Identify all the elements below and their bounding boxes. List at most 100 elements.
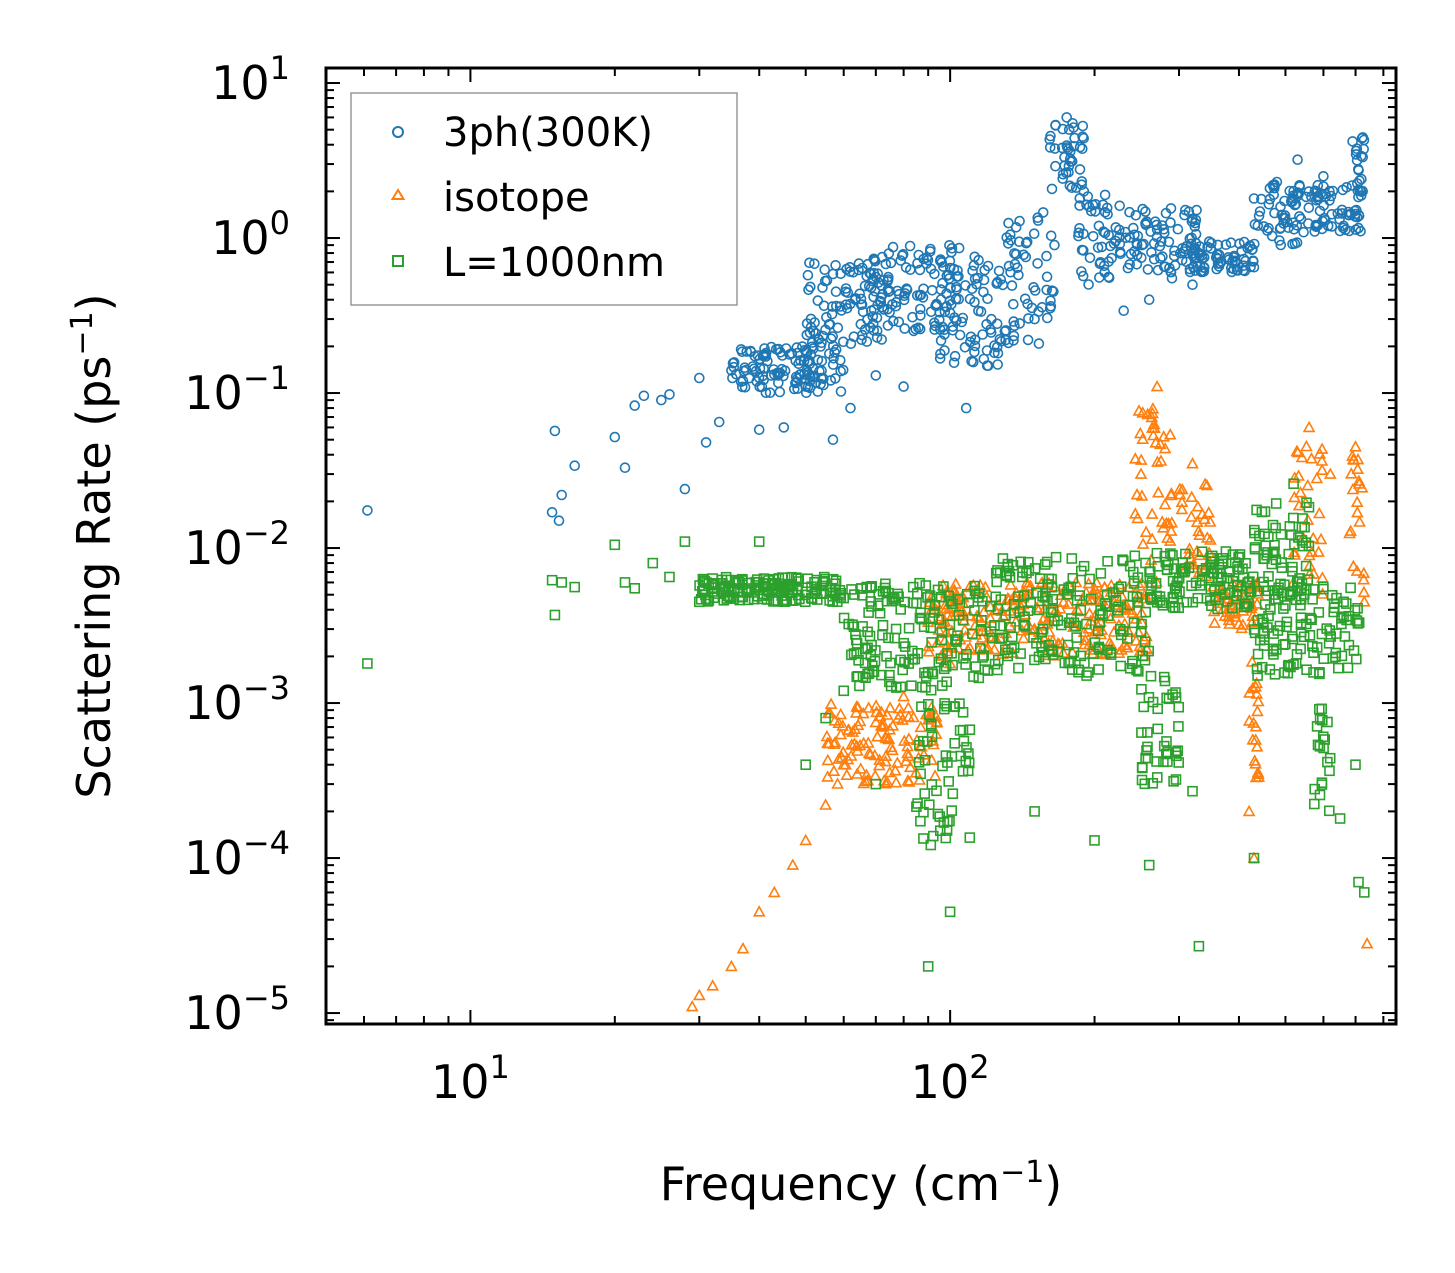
series-3ph-point-201 <box>805 321 817 333</box>
series-3ph-point-283 <box>882 271 894 283</box>
series-isotope-point-220 <box>932 623 946 635</box>
series-boundary-point-871 <box>1352 602 1363 614</box>
series-3ph-point-489 <box>1114 200 1125 212</box>
series-isotope-point-314 <box>1052 637 1066 650</box>
series-boundary-point-759 <box>1270 522 1281 534</box>
series-boundary-point-733 <box>1270 498 1282 509</box>
series-isotope-point-561 <box>1346 482 1360 495</box>
series-3ph-point-422 <box>1009 320 1020 332</box>
series-boundary-point-364 <box>914 739 925 751</box>
series-3ph-point-208 <box>845 338 857 350</box>
series-boundary-point-527 <box>1005 622 1016 633</box>
series-boundary-point-682 <box>1196 546 1208 558</box>
series-boundary-point-905 <box>629 582 641 594</box>
series-3ph-point-313 <box>946 247 957 258</box>
series-boundary-point-307 <box>916 613 927 625</box>
y-tick-label-6: 10−5 <box>184 979 290 1040</box>
series-boundary-point-226 <box>898 637 910 649</box>
series-isotope-point-556 <box>1352 474 1366 486</box>
series-boundary-point-913 <box>800 759 812 771</box>
series-boundary-point-276 <box>888 593 900 604</box>
series-boundary-point-822 <box>1338 611 1349 623</box>
series-3ph-point-431 <box>1014 318 1026 329</box>
series-3ph-point-348 <box>978 274 990 286</box>
series-boundary-point-882 <box>1314 789 1326 801</box>
series-boundary-point-658 <box>1231 585 1243 597</box>
series-3ph-point-344 <box>986 313 997 325</box>
series-boundary-point-532 <box>1037 646 1048 658</box>
series-3ph-point-31 <box>800 387 812 399</box>
series-3ph-point-53 <box>776 350 788 361</box>
series-3ph-point-117 <box>788 383 800 395</box>
series-boundary-point-536 <box>1139 654 1151 666</box>
series-3ph-point-476 <box>1049 143 1061 154</box>
series-3ph-point-306 <box>917 292 929 303</box>
series-isotope-point-591 <box>1360 937 1374 949</box>
series-boundary-point-461 <box>984 601 996 612</box>
series-isotope-point-101 <box>871 730 884 742</box>
series-boundary-point-332 <box>911 801 922 813</box>
series-3ph-point-862 <box>1292 154 1303 165</box>
series-isotope-point-85 <box>883 701 897 713</box>
series-boundary-point-309 <box>960 659 971 670</box>
series-isotope-point-390 <box>1145 410 1159 423</box>
series-boundary-point-923 <box>1193 940 1205 952</box>
series-boundary-point-353 <box>926 731 938 743</box>
series-3ph-point-668 <box>1225 237 1237 248</box>
series-isotope-point-544 <box>1303 548 1316 561</box>
series-boundary-point-476 <box>1063 617 1075 629</box>
series-3ph-point-848 <box>999 326 1011 337</box>
series-isotope-point-539 <box>1300 439 1313 452</box>
series-3ph-point-613 <box>1132 230 1144 242</box>
series-boundary-point-577 <box>1170 774 1182 785</box>
series-3ph-point-494 <box>1102 209 1113 220</box>
series-boundary-point-212 <box>906 680 917 692</box>
series-boundary-point-420 <box>1092 625 1104 637</box>
series-3ph-point-264 <box>939 306 951 318</box>
series-3ph-point-232 <box>926 284 938 296</box>
series-3ph-point-647 <box>1220 239 1232 250</box>
series-isotope-point-48 <box>860 768 873 780</box>
series-3ph-point-317 <box>915 289 927 301</box>
series-isotope-point-56 <box>888 764 902 776</box>
series-boundary-point-153 <box>799 589 811 601</box>
series-boundary-point-840 <box>1290 657 1302 669</box>
series-isotope-point-560 <box>1351 452 1365 465</box>
series-boundary-point-233 <box>890 623 902 635</box>
series-3ph-point-828 <box>619 462 631 474</box>
series-isotope-point-182 <box>963 641 977 653</box>
series-isotope-point-582 <box>1150 379 1164 392</box>
series-3ph-point-342 <box>948 357 960 369</box>
series-boundary-point-539 <box>1078 560 1090 572</box>
series-boundary-point-676 <box>1167 575 1179 587</box>
series-boundary-point-491 <box>1036 640 1047 652</box>
series-isotope-point-405 <box>1160 516 1173 529</box>
series-boundary-point-83 <box>790 595 802 606</box>
series-isotope-point-344 <box>1112 646 1126 658</box>
series-boundary-point-173 <box>969 605 980 616</box>
series-boundary-point-897 <box>1324 765 1335 777</box>
series-boundary-point-282 <box>947 659 958 671</box>
series-boundary-point-605 <box>1197 564 1208 576</box>
series-boundary-point-269 <box>918 621 930 633</box>
series-boundary-point-378 <box>1047 604 1059 616</box>
series-3ph-point-495 <box>1099 227 1111 239</box>
series-3ph-point-585 <box>1142 264 1154 275</box>
series-isotope-point-330 <box>1004 578 1018 590</box>
series-isotope-point-564 <box>1350 495 1364 507</box>
series-3ph-point-320 <box>876 280 887 291</box>
series-3ph-point-403 <box>1023 313 1034 324</box>
series-isotope-point-209 <box>1062 597 1075 609</box>
series-boundary-point-801 <box>1313 607 1325 618</box>
series-3ph-point-785 <box>1353 222 1364 234</box>
series-3ph-point-75 <box>815 372 827 384</box>
series-3ph-point-420 <box>1045 230 1057 242</box>
series-boundary-point-841 <box>1318 653 1329 665</box>
series-isotope-point-372 <box>1145 507 1159 519</box>
series-boundary-point-280 <box>973 592 984 603</box>
series-3ph-point-680 <box>1213 261 1225 272</box>
series-boundary-point-816 <box>1323 637 1335 649</box>
series-isotope-point-77 <box>886 719 900 731</box>
series-boundary-point-287 <box>935 653 947 664</box>
series-boundary-point-695 <box>1222 596 1233 607</box>
